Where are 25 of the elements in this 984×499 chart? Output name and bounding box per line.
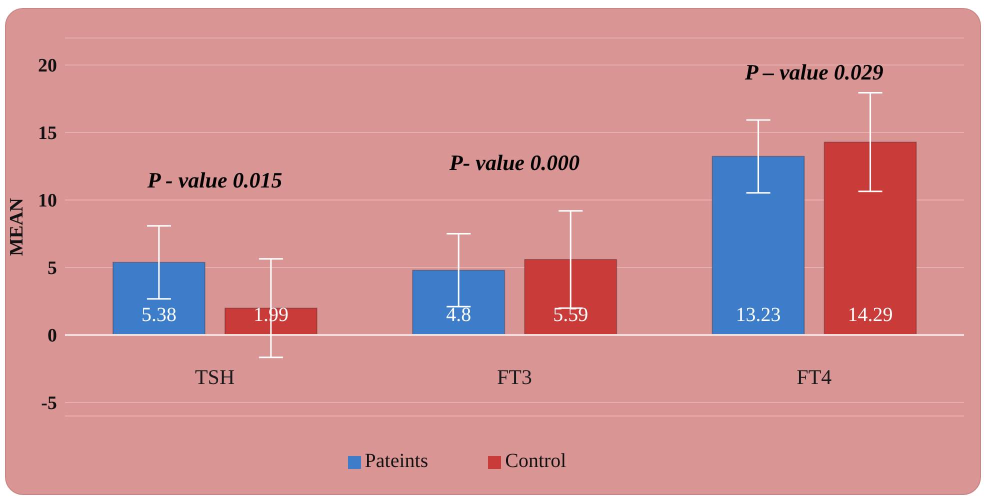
y-tick-label: 10 (38, 190, 57, 212)
annotation: P- value 0.000 (448, 150, 580, 176)
bar (712, 156, 805, 336)
bar (112, 262, 206, 336)
y-tick-label: -5 (41, 393, 57, 414)
y-tick-label: 5 (48, 258, 57, 280)
data-label: 14.29 (848, 304, 893, 326)
annotation: P – value 0.029 (744, 60, 884, 85)
y-axis-title: MEAN (6, 198, 28, 256)
bar (412, 270, 506, 336)
legend-label: Control (505, 450, 566, 472)
data-label: 5.38 (141, 304, 176, 326)
y-tick-label: 15 (38, 123, 57, 144)
bar (824, 142, 917, 336)
data-label: 5.59 (553, 304, 588, 326)
y-tick-label: 0 (48, 326, 57, 347)
x-tick-label: FT4 (796, 364, 832, 389)
x-tick-label: FT3 (496, 364, 532, 389)
y-tick-label: 20 (38, 56, 57, 77)
bar (524, 259, 618, 336)
data-label: 13.23 (736, 304, 781, 326)
annotation: P - value 0.015 (146, 168, 282, 193)
legend-label: Pateints (364, 450, 428, 472)
data-label: 4.8 (446, 304, 472, 326)
x-tick-label: TSH (194, 364, 235, 389)
